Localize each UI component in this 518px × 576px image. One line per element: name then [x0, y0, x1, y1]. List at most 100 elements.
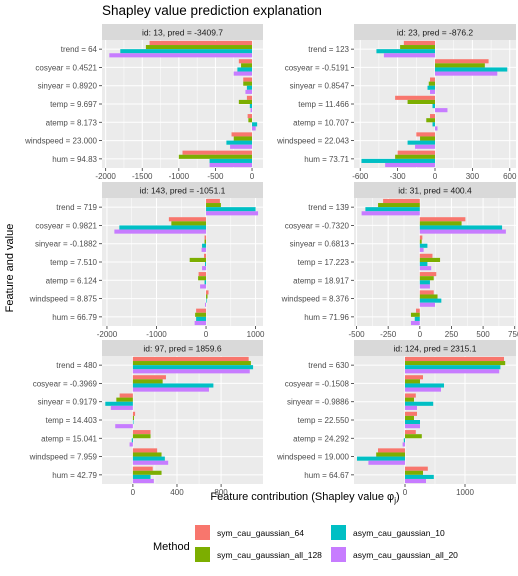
bar [205, 262, 207, 267]
x-tick-label: 0 [418, 330, 423, 339]
facet-panel: id: 23, pred = -876.2 -600 -300 0 300 600 tren… [276, 24, 517, 181]
bar [247, 114, 253, 119]
bar [405, 383, 444, 388]
bar [405, 420, 420, 425]
bar [407, 99, 435, 104]
bar [419, 266, 432, 271]
bar [189, 257, 207, 262]
y-tick-label: windspeed = 19.000 [276, 453, 349, 462]
bar [405, 375, 423, 380]
y-tick-label: trend = 123 [308, 45, 349, 54]
x-tick-label: -2000 [95, 172, 116, 181]
y-tick-label: cosyear = -0.5191 [285, 63, 350, 72]
facet-strip [354, 24, 516, 40]
y-tick-label: windspeed = 22.043 [276, 137, 349, 146]
bar [361, 158, 435, 163]
x-tick-label: -1500 [132, 172, 153, 181]
bar [405, 369, 500, 374]
bar [419, 276, 434, 281]
bar [198, 272, 207, 277]
bar [230, 144, 253, 149]
x-tick-label: 0 [403, 488, 408, 497]
bar [132, 420, 134, 425]
bar [119, 225, 207, 230]
y-tick-label: hum = 71.96 [304, 313, 349, 322]
y-tick-label: windspeed = 7.959 [29, 453, 98, 462]
x-tick-label: 0 [131, 488, 136, 497]
bar [119, 393, 133, 398]
bar [435, 126, 438, 131]
bar [407, 140, 435, 145]
bar [202, 266, 207, 271]
y-tick-label: windspeed = 8.875 [29, 295, 98, 304]
bar [206, 211, 259, 216]
x-tick-label: -2000 [97, 330, 118, 339]
bar [419, 272, 437, 277]
bar [132, 365, 254, 370]
bar [435, 108, 448, 113]
bar [419, 280, 430, 285]
bar [378, 448, 405, 453]
bar [426, 118, 435, 123]
bar [132, 415, 134, 420]
facet-panel: id: 13, pred = -3409.7 -2000 -1500 -1000 -50… [24, 24, 263, 181]
bar [410, 320, 420, 326]
y-tick-label: hum = 42.79 [52, 471, 97, 480]
x-tick-label: 0 [250, 172, 255, 181]
bar [419, 217, 466, 222]
legend-key [331, 547, 346, 562]
x-axis-label-main: Feature contribution (Shapley value φ [210, 491, 394, 503]
bar [132, 456, 165, 461]
x-axis-label-end: ) [396, 491, 400, 503]
bar [110, 405, 133, 410]
y-tick-label: hum = 64.67 [304, 471, 349, 480]
x-tick-label: -1000 [169, 172, 190, 181]
legend-label: asym_cau_gaussian_all_20 [353, 550, 458, 560]
bar [252, 126, 256, 131]
bar [132, 383, 214, 388]
bar [405, 478, 426, 484]
bar [226, 140, 253, 145]
chart-title: Shapley value prediction explanation [102, 3, 322, 18]
bar [114, 229, 207, 234]
bar [402, 442, 405, 447]
bar [435, 71, 498, 76]
bar [178, 154, 253, 159]
bar [416, 308, 420, 313]
bar [432, 122, 435, 127]
bar [405, 430, 416, 435]
bar [419, 290, 434, 295]
facet-strip [354, 340, 516, 356]
bar [204, 253, 207, 258]
x-tick-label: 1000 [247, 330, 265, 339]
bar [132, 478, 154, 484]
facet-strip [102, 340, 263, 356]
bar [428, 81, 435, 86]
bar [419, 239, 422, 244]
bar [131, 438, 133, 443]
bar [365, 207, 420, 212]
facet-strip-label: id: 31, pred = 400.4 [398, 186, 472, 196]
bar [435, 63, 485, 68]
bar [405, 387, 441, 392]
bar [405, 474, 434, 479]
bar [132, 448, 158, 453]
x-tick-label: 500 [476, 330, 490, 339]
bar [405, 365, 501, 370]
bar [403, 40, 435, 46]
bar [204, 239, 207, 244]
y-tick-label: atemp = 15.041 [41, 434, 97, 443]
bar [200, 284, 207, 289]
bar [252, 122, 258, 127]
bar [171, 221, 207, 226]
bar [202, 243, 207, 248]
legend-key [331, 525, 346, 540]
bar [430, 89, 435, 94]
x-tick-label: 400 [170, 488, 184, 497]
bar [430, 77, 435, 82]
bar [385, 162, 435, 168]
bar [132, 470, 162, 475]
y-tick-label: atemp = 24.292 [293, 434, 349, 443]
bar [248, 118, 253, 123]
y-tick-label: cosyear = 0.9821 [35, 221, 97, 230]
